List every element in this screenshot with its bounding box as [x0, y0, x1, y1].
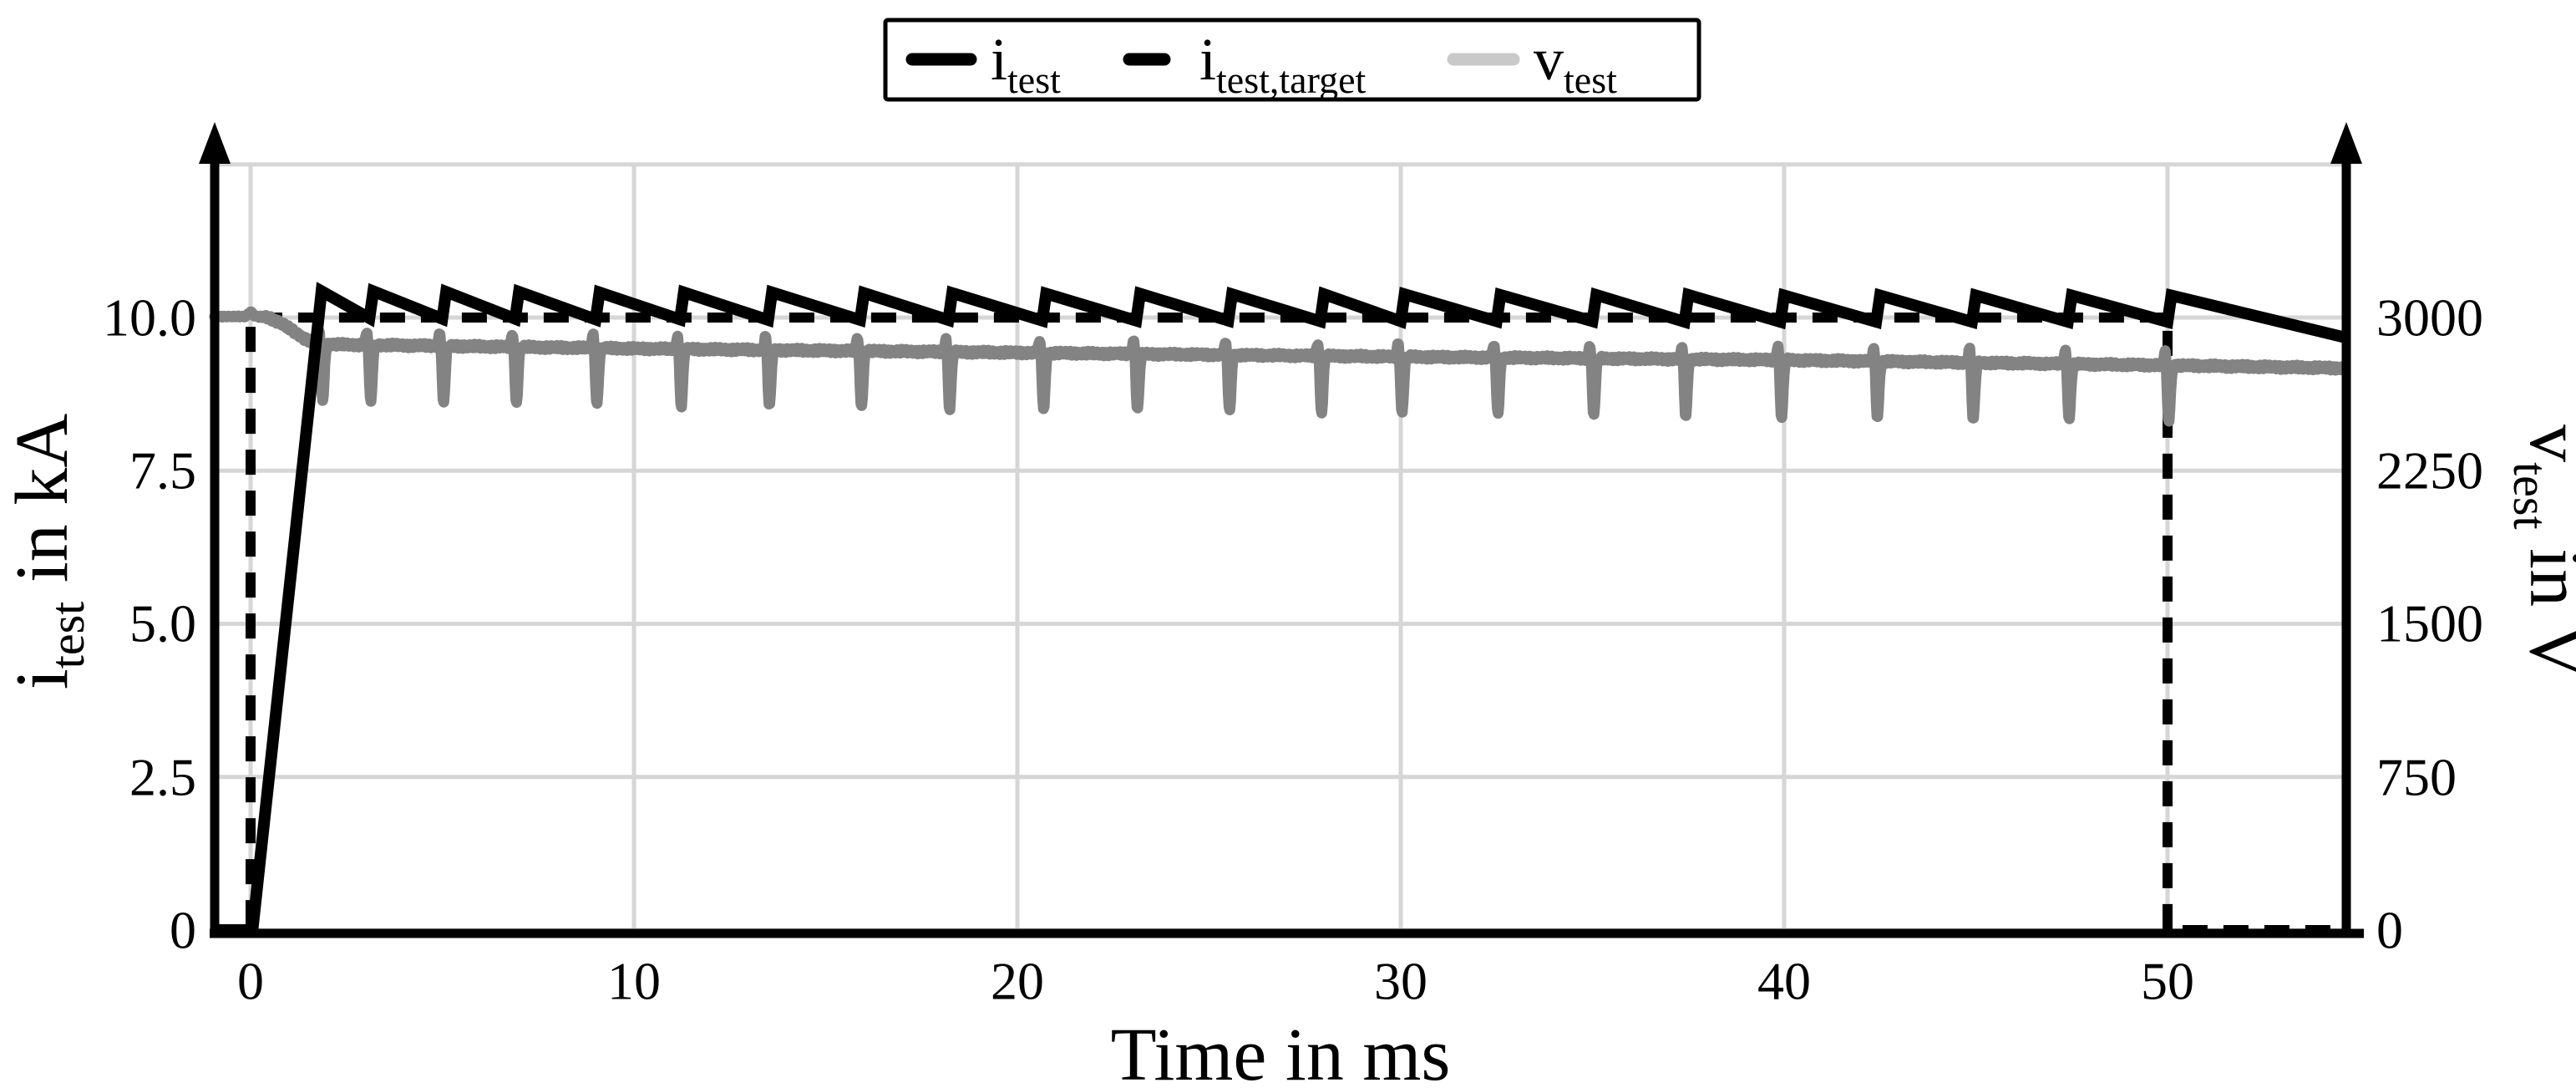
right-tick-1500: 1500: [2376, 594, 2483, 653]
x-tick-0: 0: [237, 952, 264, 1011]
left-axis-title: itest in kA: [1, 414, 94, 690]
left-axis-title-main: i: [1, 669, 84, 689]
right-tick-750: 750: [2376, 748, 2457, 807]
left-tick-0: 0: [170, 901, 196, 960]
itest-line: [214, 282, 2348, 936]
right-axis-title-rest: in V: [2514, 530, 2576, 679]
gridlines: [215, 162, 2346, 933]
x-tick-10: 10: [607, 952, 661, 1011]
legend: itest itest,target vtest: [883, 18, 1701, 102]
legend-vtest-sub: test: [1564, 58, 1617, 101]
right-axis-arrow-icon: [2330, 122, 2362, 164]
legend-itest-target-sub: test,target: [1216, 58, 1366, 101]
legend-label-itest: itest: [991, 26, 1061, 101]
x-tick-20: 20: [991, 952, 1044, 1011]
right-tick-2250: 2250: [2376, 441, 2483, 501]
left-axis-arrow-icon: [199, 122, 231, 164]
x-tick-30: 30: [1374, 952, 1427, 1011]
right-axis-title: vtest in V: [2503, 425, 2576, 679]
legend-vtest-main: v: [1534, 26, 1564, 93]
legend-label-itest-target: itest,target: [1199, 26, 1366, 101]
left-tick-10: 10.0: [103, 288, 196, 348]
left-tick-2p5: 2.5: [129, 748, 196, 807]
legend-box: [883, 18, 1701, 102]
legend-itest-main: i: [991, 26, 1007, 93]
left-tick-7p5: 7.5: [129, 441, 196, 501]
legend-itest-target-main: i: [1199, 26, 1216, 93]
left-axis-title-rest: in kA: [1, 414, 84, 602]
left-tick-5: 5.0: [129, 594, 196, 653]
right-axis-title-main: v: [2514, 425, 2576, 462]
left-tick-labels: 0 2.5 5.0 7.5 10.0: [103, 288, 196, 960]
x-tick-labels: 0 10 20 30 40 50: [237, 952, 2194, 1011]
left-axis-title-sub: test: [40, 602, 94, 669]
right-tick-0: 0: [2376, 901, 2403, 960]
vtest-line: [209, 306, 2351, 427]
legend-label-vtest: vtest: [1534, 26, 1617, 101]
legend-itest-sub: test: [1007, 58, 1061, 101]
right-tick-labels: 0 750 1500 2250 3000: [2376, 288, 2483, 960]
right-axis-title-sub: test: [2503, 462, 2558, 530]
x-tick-40: 40: [1757, 952, 1811, 1011]
x-axis-title: Time in ms: [1111, 1014, 1451, 1088]
x-tick-50: 50: [2141, 952, 2194, 1011]
right-tick-3000: 3000: [2376, 288, 2483, 348]
